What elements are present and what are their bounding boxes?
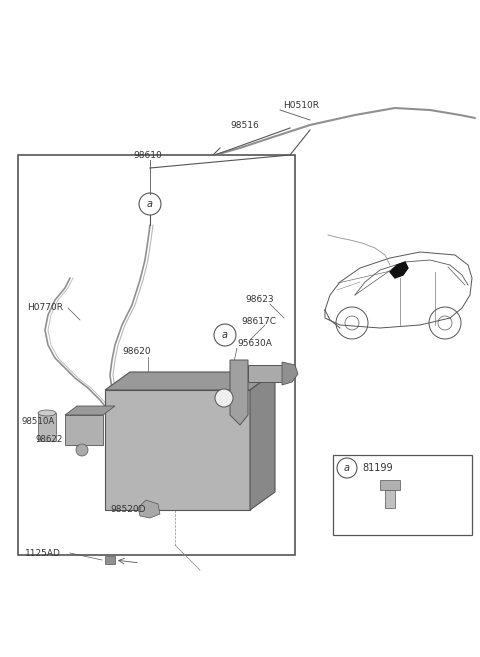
Polygon shape — [105, 372, 275, 390]
Text: 98610: 98610 — [133, 150, 162, 160]
Text: 81199: 81199 — [362, 463, 393, 473]
Text: 98620: 98620 — [122, 348, 151, 357]
Text: 98520D: 98520D — [110, 505, 145, 514]
Polygon shape — [105, 556, 115, 564]
Circle shape — [76, 444, 88, 456]
Text: 98617C: 98617C — [241, 317, 276, 325]
Text: 98623: 98623 — [245, 296, 274, 304]
Bar — [380, 480, 400, 490]
Text: a: a — [344, 463, 350, 473]
Ellipse shape — [38, 410, 56, 416]
Text: 98516: 98516 — [230, 120, 259, 129]
Polygon shape — [65, 406, 115, 415]
Polygon shape — [248, 365, 285, 382]
Polygon shape — [282, 362, 298, 385]
Text: 98622: 98622 — [36, 436, 63, 445]
Bar — [333, 455, 472, 535]
Polygon shape — [230, 360, 248, 425]
Text: 95630A: 95630A — [237, 340, 272, 348]
Bar — [18, 155, 295, 555]
Bar — [38, 413, 56, 441]
Text: a: a — [222, 330, 228, 340]
Text: H0770R: H0770R — [27, 304, 63, 313]
Text: a: a — [147, 199, 153, 209]
Polygon shape — [390, 262, 408, 278]
Polygon shape — [105, 390, 250, 510]
Text: 1125AD: 1125AD — [25, 549, 61, 558]
Polygon shape — [138, 500, 160, 518]
Text: H0510R: H0510R — [283, 101, 319, 110]
Polygon shape — [250, 372, 275, 510]
Bar — [385, 490, 395, 508]
Circle shape — [215, 389, 233, 407]
Polygon shape — [65, 415, 103, 445]
Text: 98510A: 98510A — [22, 417, 55, 426]
